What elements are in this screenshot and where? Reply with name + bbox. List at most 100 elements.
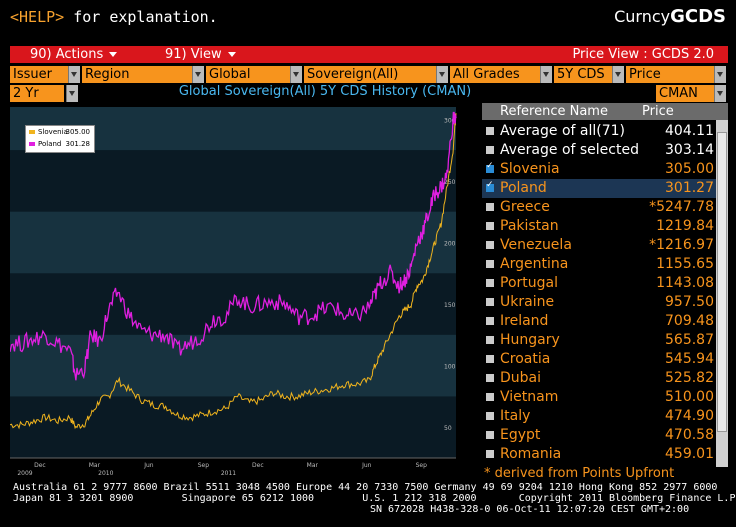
issuer-dropdown-icon[interactable] bbox=[68, 66, 80, 83]
grades-dropdown-icon[interactable] bbox=[540, 66, 552, 83]
scrollbar-thumb[interactable] bbox=[717, 132, 727, 432]
x-tick-label: Mar bbox=[307, 462, 319, 469]
chart-legend: Slovenia 305.00 Poland 301.28 bbox=[25, 125, 95, 153]
row-price: 404.11 bbox=[665, 123, 714, 139]
col-header-name[interactable]: Reference Name bbox=[500, 104, 608, 119]
table-row[interactable]: Hungary 565.87 bbox=[482, 331, 728, 350]
price-field[interactable]: Price bbox=[626, 66, 714, 83]
row-checkbox[interactable] bbox=[486, 355, 494, 363]
table-row[interactable]: Italy 474.90 bbox=[482, 407, 728, 426]
derived-note: * derived from Points Upfront bbox=[484, 466, 675, 481]
row-checkbox[interactable] bbox=[486, 146, 494, 154]
table-row[interactable]: Venezuela *1216.97 bbox=[482, 236, 728, 255]
grid-band bbox=[10, 334, 456, 397]
row-checkbox[interactable] bbox=[486, 374, 494, 382]
function-prefix: Curncy bbox=[614, 7, 671, 26]
row-checkbox[interactable] bbox=[486, 127, 494, 135]
source-field[interactable]: CMAN bbox=[656, 85, 714, 102]
table-row[interactable]: Romania 459.01 bbox=[482, 445, 728, 464]
chart-title: Global Sovereign(All) 5Y CDS History (CM… bbox=[178, 84, 472, 99]
global-dropdown-icon[interactable] bbox=[290, 66, 302, 83]
row-name: Italy bbox=[500, 408, 531, 424]
table-row[interactable]: Slovenia 305.00 bbox=[482, 160, 728, 179]
row-checkbox[interactable] bbox=[486, 393, 494, 401]
row-checkbox[interactable] bbox=[486, 317, 494, 325]
row-name: Hungary bbox=[500, 332, 560, 348]
table-row[interactable]: Poland 301.27 bbox=[482, 179, 728, 198]
row-price: 305.00 bbox=[665, 161, 714, 177]
row-checkbox[interactable] bbox=[486, 450, 494, 458]
toolbar: 90) Actions 91) View Price View : GCDS 2… bbox=[10, 46, 728, 63]
row-price: 957.50 bbox=[665, 294, 714, 310]
y-tick-label: 200 bbox=[444, 240, 456, 247]
table-row[interactable]: Greece *5247.78 bbox=[482, 198, 728, 217]
row-checkbox[interactable] bbox=[486, 241, 494, 249]
plot-area bbox=[10, 107, 456, 458]
legend-entry-poland: Poland 301.28 bbox=[26, 138, 94, 150]
col-header-price[interactable]: Price bbox=[642, 104, 674, 119]
top-bar: <HELP> for explanation. CurncyGCDS bbox=[0, 0, 736, 38]
row-checkbox[interactable] bbox=[486, 180, 494, 192]
row-name: Average of all(71) bbox=[500, 123, 625, 139]
row-price: 301.27 bbox=[665, 180, 714, 196]
period-dropdown-icon[interactable] bbox=[66, 85, 78, 102]
grades-field[interactable]: All Grades bbox=[450, 66, 540, 83]
help-hint: <HELP> for explanation. bbox=[10, 8, 218, 26]
row-name: Egypt bbox=[500, 427, 541, 443]
legend-value: 305.00 bbox=[65, 128, 91, 136]
table-row[interactable]: Egypt 470.58 bbox=[482, 426, 728, 445]
row-name: Poland bbox=[500, 180, 547, 196]
table-row[interactable]: Ireland 709.48 bbox=[482, 312, 728, 331]
table-row[interactable]: Dubai 525.82 bbox=[482, 369, 728, 388]
region-field[interactable]: Region bbox=[82, 66, 192, 83]
table-row[interactable]: Pakistan 1219.84 bbox=[482, 217, 728, 236]
view-label: 91) View bbox=[165, 47, 222, 62]
row-checkbox[interactable] bbox=[486, 260, 494, 268]
row-checkbox[interactable] bbox=[486, 222, 494, 230]
x-tick-label: Jun bbox=[143, 462, 154, 469]
row-checkbox[interactable] bbox=[486, 298, 494, 306]
row-checkbox[interactable] bbox=[486, 336, 494, 344]
x-tick-label: Jun bbox=[361, 462, 372, 469]
row-name: Dubai bbox=[500, 370, 542, 386]
table-row[interactable]: Average of selected(303.14 bbox=[482, 141, 728, 160]
row-checkbox[interactable] bbox=[486, 161, 494, 173]
x-tick-label: Dec bbox=[34, 462, 46, 469]
region-dropdown-icon[interactable] bbox=[192, 66, 204, 83]
table-row[interactable]: Portugal 1143.08 bbox=[482, 274, 728, 293]
y-tick-label: 250 bbox=[444, 179, 456, 186]
sovereign-field[interactable]: Sovereign(All) bbox=[304, 66, 436, 83]
scrollbar[interactable] bbox=[716, 120, 728, 467]
x-tick-label: Dec bbox=[252, 462, 264, 469]
row-checkbox[interactable] bbox=[486, 412, 494, 420]
tenor-dropdown-icon[interactable] bbox=[612, 66, 624, 83]
cds-history-chart[interactable]: 50 100 150 200 250 300 Dec Mar Jun Sep Dec Mar Jun Se… bbox=[9, 103, 478, 478]
row-checkbox[interactable] bbox=[486, 431, 494, 439]
view-menu[interactable]: 91) View bbox=[165, 46, 236, 63]
help-key[interactable]: <HELP> bbox=[10, 8, 65, 26]
y-tick-label: 50 bbox=[444, 425, 452, 432]
row-checkbox[interactable] bbox=[486, 203, 494, 211]
legend-label: Poland bbox=[38, 140, 62, 148]
row-price: 510.00 bbox=[665, 389, 714, 405]
row-checkbox[interactable] bbox=[486, 279, 494, 287]
table-row[interactable]: Average of all(71) 404.11 bbox=[482, 122, 728, 141]
source-dropdown-icon[interactable] bbox=[714, 85, 726, 102]
function-title: CurncyGCDS bbox=[614, 6, 726, 27]
sovereign-dropdown-icon[interactable] bbox=[436, 66, 448, 83]
grid-band bbox=[10, 211, 456, 274]
price-dropdown-icon[interactable] bbox=[714, 66, 726, 83]
tenor-field[interactable]: 5Y CDS bbox=[554, 66, 612, 83]
table-row[interactable]: Ukraine 957.50 bbox=[482, 293, 728, 312]
function-code: GCDS bbox=[670, 6, 726, 27]
table-row[interactable]: Vietnam 510.00 bbox=[482, 388, 728, 407]
actions-menu[interactable]: 90) Actions bbox=[30, 46, 118, 63]
table-row[interactable]: Croatia 545.94 bbox=[482, 350, 728, 369]
global-field[interactable]: Global bbox=[206, 66, 290, 83]
row-price: *5247.78 bbox=[649, 199, 714, 215]
issuer-field[interactable]: Issuer bbox=[10, 66, 68, 83]
period-field[interactable]: 2 Yr bbox=[10, 85, 64, 102]
row-name: Portugal bbox=[500, 275, 558, 291]
chevron-down-icon bbox=[227, 52, 236, 57]
table-row[interactable]: Argentina 1155.65 bbox=[482, 255, 728, 274]
